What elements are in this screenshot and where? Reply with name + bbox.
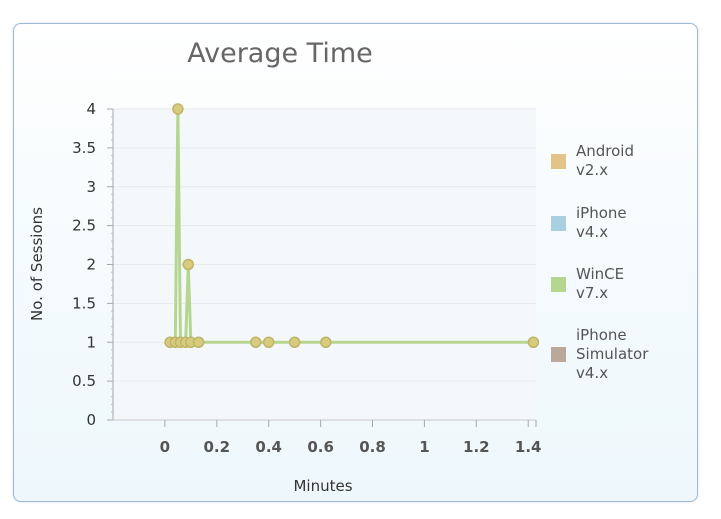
- x-tick-label: 0.4: [255, 438, 282, 456]
- x-tick-label: 0: [160, 438, 170, 456]
- legend-item: iPhone v4.x: [551, 204, 681, 242]
- legend-swatch: [551, 153, 566, 169]
- y-tick-label: 1: [86, 333, 96, 351]
- legend-swatch: [551, 347, 566, 362]
- x-tick-labels: 0 0.2 0.4 0.6 0.8 1 1.2 1.4: [160, 438, 542, 456]
- x-tick-label: 1: [419, 438, 429, 456]
- y-tick-label: 1.5: [72, 294, 96, 312]
- legend-item: WinCE v7.x: [551, 265, 681, 303]
- x-tick-label: 0.6: [307, 438, 334, 456]
- y-axis-label: No. of Sessions: [28, 207, 46, 321]
- series-layer: [164, 103, 540, 348]
- data-point: [320, 336, 332, 348]
- y-tick-label: 2.5: [72, 217, 96, 235]
- y-tick-label: 0: [86, 411, 96, 429]
- x-tick-label: 0.2: [204, 438, 231, 456]
- legend-swatch: [551, 276, 566, 292]
- legend-label: iPhone v4.x: [576, 204, 627, 241]
- y-tick-label: 0.5: [72, 372, 96, 390]
- data-point: [249, 336, 262, 348]
- legend-swatch: [551, 215, 566, 231]
- y-tick-labels: 0 0.5 1 1.5 2 2.5 3 3.5 4: [72, 100, 96, 429]
- x-axis-label: Minutes: [293, 477, 352, 495]
- data-point: [262, 336, 275, 348]
- legend-label: WinCE v7.x: [576, 265, 625, 302]
- data-point: [288, 336, 301, 348]
- legend-label: Android v2.x: [576, 142, 634, 179]
- data-point: [527, 336, 540, 348]
- x-tick-label: 1.2: [463, 438, 490, 456]
- y-tick-label: 4: [86, 100, 96, 118]
- axes: [107, 108, 537, 427]
- data-point: [192, 336, 205, 348]
- legend-item: Android v2.x: [551, 142, 681, 180]
- data-point: [172, 103, 184, 115]
- legend-item: iPhone Simulator v4.x: [551, 326, 681, 383]
- x-tick-label: 1.4: [515, 438, 542, 456]
- data-point: [182, 258, 195, 271]
- y-tick-label: 2: [86, 256, 96, 274]
- x-tick-label: 0.8: [359, 438, 386, 456]
- chart-title: Average Time: [187, 38, 373, 69]
- y-tick-label: 3.5: [72, 139, 96, 157]
- legend-label: iPhone Simulator v4.x: [576, 326, 649, 382]
- y-tick-label: 3: [86, 178, 96, 196]
